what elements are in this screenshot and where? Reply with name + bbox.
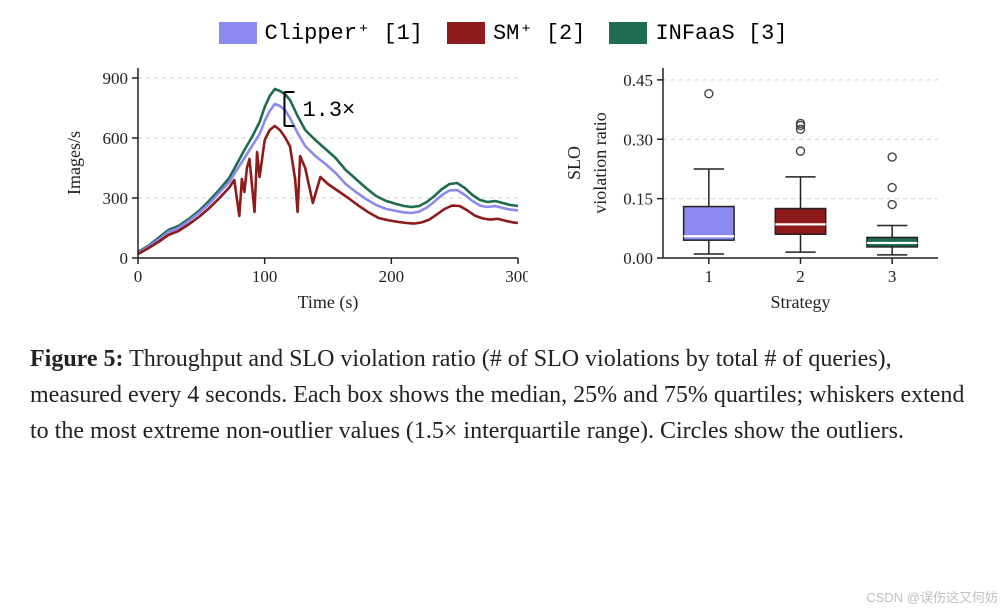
figure-caption: Figure 5: Throughput and SLO violation r… [30, 341, 976, 449]
box-SM [775, 209, 825, 235]
svg-text:2: 2 [796, 267, 805, 286]
svg-text:300: 300 [103, 189, 129, 208]
legend-swatch-sm [447, 22, 485, 44]
svg-text:300: 300 [505, 267, 528, 286]
svg-text:100: 100 [252, 267, 278, 286]
line-series-SM [138, 126, 518, 254]
figure-label: Figure 5: [30, 346, 124, 372]
legend-swatch-clipper [219, 22, 257, 44]
slo-boxplot-chart: 1 2 3 0.00 0.15 0.30 0.45 Strategy SLO violation … [558, 58, 948, 323]
y-axis-label-line2: violation ratio [590, 112, 610, 213]
y-axis-label: Images/s [64, 131, 84, 195]
figure-text: Throughput and SLO violation ratio (# of… [30, 346, 964, 444]
svg-text:0.30: 0.30 [623, 130, 653, 149]
svg-text:200: 200 [379, 267, 405, 286]
legend-item-clipper: Clipper⁺ [1] [219, 20, 423, 46]
svg-text:1: 1 [705, 267, 714, 286]
legend: Clipper⁺ [1] SM⁺ [2] INFaaS [3] [30, 20, 976, 46]
svg-text:600: 600 [103, 129, 129, 148]
outlier-point [888, 153, 896, 161]
svg-text:0.00: 0.00 [623, 249, 653, 268]
outlier-point [888, 201, 896, 209]
x-axis-label: Time (s) [298, 292, 359, 313]
outlier-point [888, 184, 896, 192]
svg-text:0: 0 [120, 249, 129, 268]
annotation-text: 1.3× [302, 98, 355, 123]
x-axis-label: Strategy [771, 292, 831, 312]
y-axis-label-line1: SLO [564, 146, 584, 180]
svg-text:0.15: 0.15 [623, 190, 653, 209]
legend-swatch-infaas [609, 22, 647, 44]
legend-label-clipper: Clipper⁺ [1] [265, 20, 423, 46]
svg-text:0.45: 0.45 [623, 71, 653, 90]
svg-text:0: 0 [134, 267, 143, 286]
svg-text:900: 900 [103, 69, 129, 88]
svg-text:3: 3 [888, 267, 897, 286]
charts-row: 1.3× 0 100 200 300 0 300 600 900 Time (s) Images/s… [30, 58, 976, 323]
legend-label-infaas: INFaaS [3] [655, 21, 787, 46]
watermark: CSDN @误伤这又何妨 [866, 587, 998, 606]
legend-item-infaas: INFaaS [3] [609, 20, 787, 46]
outlier-point [705, 90, 713, 98]
throughput-line-chart: 1.3× 0 100 200 300 0 300 600 900 Time (s) Images/s [58, 58, 528, 323]
legend-label-sm: SM⁺ [2] [493, 20, 585, 46]
legend-item-sm: SM⁺ [2] [447, 20, 585, 46]
line-series-Clipper [138, 104, 518, 253]
outlier-point [797, 147, 805, 155]
